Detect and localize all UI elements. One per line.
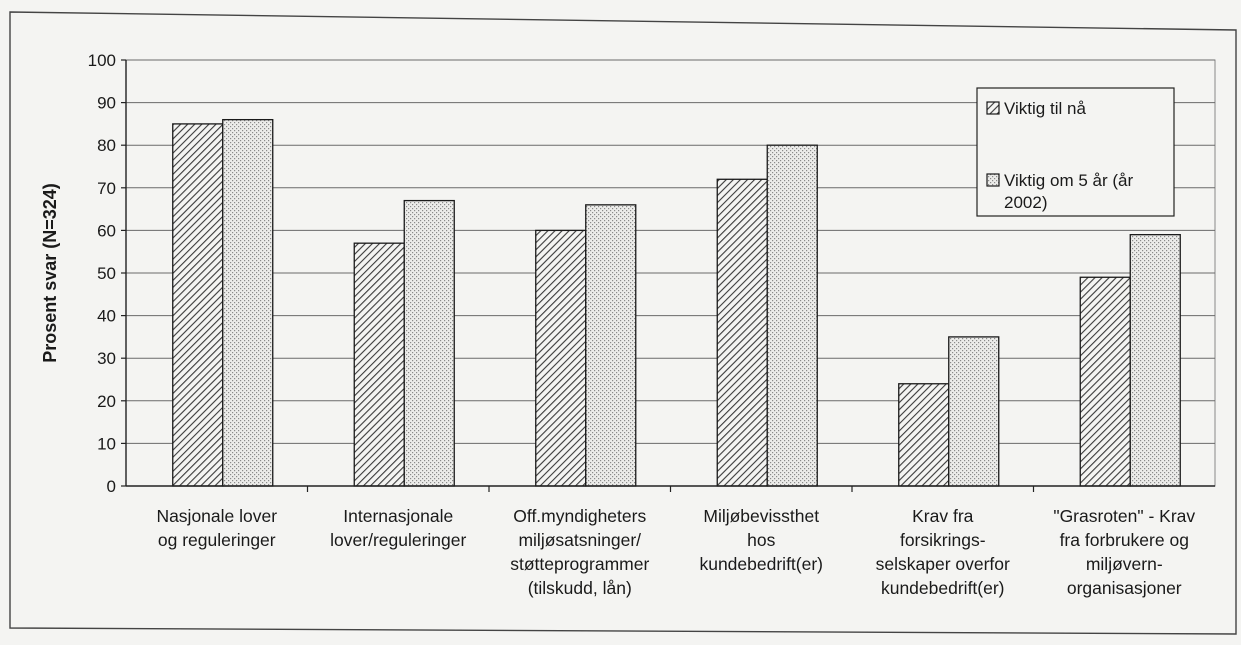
y-tick-label: 10 [97, 434, 116, 453]
y-tick-label: 20 [97, 392, 116, 411]
legend-box [976, 87, 1175, 217]
bar-viktig-til-na [172, 123, 224, 487]
y-axis-title: Prosent svar (N=324) [40, 183, 60, 363]
bar-viktig-til-na [535, 229, 587, 487]
legend-label-line: 2002) [1004, 193, 1047, 212]
legend-swatch [986, 173, 1000, 187]
x-category-label-line: miljøvern- [1086, 554, 1163, 574]
legend-label-line: Viktig om 5 år (år [1004, 171, 1133, 190]
x-category-label-line: Internasjonale [343, 506, 453, 526]
x-category-label-line: Nasjonale lover [156, 506, 277, 526]
x-category-label-line: selskaper overfor [876, 554, 1010, 574]
x-category-label-line: kundebedrift(er) [881, 578, 1005, 598]
y-tick-label: 100 [88, 51, 116, 70]
legend-label: Viktig om 5 år (år 2002) [1004, 171, 1133, 212]
y-tick-label: 50 [97, 264, 116, 283]
x-category-label-line: Krav fra [912, 506, 974, 526]
y-tick-label: 30 [97, 349, 116, 368]
bar-viktig-til-na [716, 178, 768, 487]
bar-viktig-om-5-ar [403, 199, 455, 487]
bar-viktig-om-5-ar [948, 336, 1000, 487]
x-category-label-line: (tilskudd, lån) [528, 578, 632, 598]
figure-border [9, 11, 1237, 635]
x-category-label: Krav fra forsikrings-selskaper overfor kun… [876, 506, 1010, 598]
bar-viktig-om-5-ar [585, 204, 637, 487]
x-category-label-line: kundebedrift(er) [699, 554, 823, 574]
bar-viktig-til-na [1079, 276, 1131, 487]
legend-label-line: Viktig til nå [1004, 99, 1086, 118]
bar-viktig-til-na [898, 383, 950, 487]
x-category-label-line: og reguleringer [158, 530, 276, 550]
x-category-label: Nasjonale lover og reguleringer [156, 506, 277, 550]
bar-viktig-om-5-ar [222, 118, 274, 487]
x-category-label-line: lover/reguleringer [330, 530, 466, 550]
x-category-label-line: forsikrings- [900, 530, 986, 550]
x-category-label-line: Miljøbevissthet [703, 506, 819, 526]
y-tick-label: 80 [97, 136, 116, 155]
x-category-label-line: Off.myndigheters [513, 506, 646, 526]
x-category-label-line: miljøsatsninger/ [518, 530, 641, 550]
x-category-label: Internasjonale lover/reguleringer [330, 506, 466, 550]
x-category-label-line: støtteprogrammer [510, 554, 649, 574]
x-category-label-line: "Grasroten" - Krav [1053, 506, 1195, 526]
x-category-label-line: organisasjoner [1067, 578, 1182, 598]
y-tick-label: 90 [97, 94, 116, 113]
bar-viktig-om-5-ar [766, 144, 818, 487]
x-category-label: Miljøbevissthet hos kundebedrift(er) [699, 506, 823, 574]
bar-viktig-til-na [353, 242, 405, 487]
y-tick-label: 0 [107, 477, 116, 496]
x-category-label-line: fra forbrukere og [1060, 530, 1189, 550]
legend-swatch [986, 101, 1000, 115]
x-category-label: "Grasroten" - Krav fra forbrukere og miljø… [1053, 506, 1195, 598]
y-tick-label: 60 [97, 221, 116, 240]
bar-viktig-om-5-ar [1129, 234, 1181, 487]
y-tick-label: 70 [97, 179, 116, 198]
y-tick-label: 40 [97, 307, 116, 326]
x-category-label-line: hos [747, 530, 775, 550]
legend-label: Viktig til nå [1004, 99, 1086, 118]
x-category-label: Off.myndigheters miljøsatsninger/støttepr… [510, 506, 649, 598]
